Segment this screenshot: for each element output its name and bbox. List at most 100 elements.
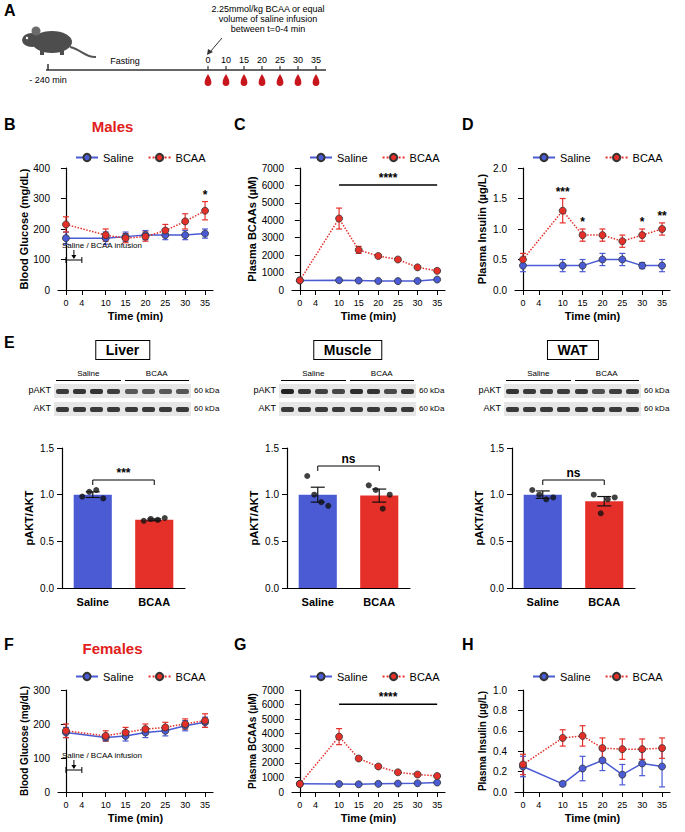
svg-text:0.6: 0.6 (493, 725, 507, 736)
svg-text:Saline: Saline (77, 596, 109, 608)
svg-text:25: 25 (160, 800, 170, 810)
svg-text:30: 30 (180, 800, 190, 810)
svg-text:20: 20 (140, 800, 150, 810)
svg-text:- 240 min: - 240 min (29, 75, 67, 85)
svg-text:3000: 3000 (262, 232, 285, 243)
svg-text:***: *** (556, 185, 570, 199)
svg-text:35: 35 (657, 298, 667, 308)
svg-text:BCAA: BCAA (176, 152, 207, 164)
svg-text:Plasma Insulin (µg/L): Plasma Insulin (µg/L) (476, 174, 488, 285)
svg-text:30: 30 (637, 800, 647, 810)
svg-text:Saline: Saline (337, 671, 368, 683)
svg-text:30: 30 (637, 298, 647, 308)
svg-text:25: 25 (393, 298, 403, 308)
svg-text:10: 10 (558, 800, 568, 810)
svg-text:Saline: Saline (527, 596, 559, 608)
svg-text:BCAA: BCAA (410, 152, 441, 164)
svg-text:2.0: 2.0 (493, 163, 507, 174)
svg-text:***: *** (116, 466, 130, 480)
svg-text:Time (min): Time (min) (565, 812, 621, 824)
svg-text:3000: 3000 (262, 743, 285, 754)
svg-text:25: 25 (275, 55, 285, 65)
svg-text:0: 0 (205, 55, 210, 65)
svg-text:4000: 4000 (262, 215, 285, 226)
svg-text:volume of saline infusion: volume of saline infusion (219, 14, 318, 24)
svg-text:ns: ns (566, 466, 580, 480)
svg-text:Saline: Saline (560, 152, 591, 164)
svg-text:35: 35 (432, 298, 442, 308)
svg-text:0: 0 (44, 285, 50, 296)
svg-text:Saline: Saline (103, 671, 134, 683)
svg-text:10: 10 (101, 298, 111, 308)
svg-text:15: 15 (239, 55, 249, 65)
svg-text:35: 35 (657, 800, 667, 810)
svg-text:6000: 6000 (262, 180, 285, 191)
svg-text:Saline / BCAA infusion: Saline / BCAA infusion (62, 751, 142, 760)
svg-text:15: 15 (578, 800, 588, 810)
svg-text:0.0: 0.0 (265, 583, 279, 594)
svg-text:2.25mmol/kg BCAA or equal: 2.25mmol/kg BCAA or equal (211, 4, 324, 14)
svg-text:BCAA: BCAA (633, 671, 664, 683)
svg-text:25: 25 (617, 800, 627, 810)
svg-text:300: 300 (33, 193, 50, 204)
svg-text:10: 10 (101, 800, 111, 810)
svg-text:10: 10 (334, 800, 344, 810)
svg-text:0: 0 (520, 298, 525, 308)
svg-text:0: 0 (278, 787, 284, 798)
svg-text:BCAA: BCAA (176, 671, 207, 683)
svg-text:15: 15 (578, 298, 588, 308)
svg-text:****: **** (379, 690, 398, 704)
svg-text:1.0: 1.0 (490, 489, 504, 500)
svg-text:1.0: 1.0 (493, 685, 507, 696)
svg-text:Plasma Insulin (µg/L): Plasma Insulin (µg/L) (477, 691, 488, 791)
svg-text:1.5: 1.5 (493, 193, 507, 204)
svg-text:2000: 2000 (262, 250, 285, 261)
svg-text:*: * (640, 215, 645, 229)
svg-text:Saline: Saline (337, 152, 368, 164)
svg-text:pAKT/AKT: pAKT/AKT (473, 490, 485, 545)
svg-text:35: 35 (200, 800, 210, 810)
svg-text:Blood Glucose (mg/dL): Blood Glucose (mg/dL) (19, 686, 30, 796)
svg-text:10: 10 (334, 298, 344, 308)
svg-text:pAKT/AKT: pAKT/AKT (23, 490, 35, 545)
svg-text:*: * (580, 215, 585, 229)
svg-text:400: 400 (33, 163, 50, 174)
svg-text:0: 0 (278, 285, 284, 296)
svg-text:between t=0-4 min: between t=0-4 min (231, 24, 305, 34)
svg-text:30: 30 (413, 298, 423, 308)
svg-text:Saline / BCAA infusion: Saline / BCAA infusion (62, 241, 142, 250)
svg-text:0.0: 0.0 (490, 583, 504, 594)
svg-text:BCAA: BCAA (410, 671, 441, 683)
svg-text:10: 10 (221, 55, 231, 65)
svg-text:4: 4 (313, 298, 318, 308)
svg-text:1.0: 1.0 (265, 489, 279, 500)
svg-text:100: 100 (33, 753, 50, 764)
svg-text:20: 20 (597, 298, 607, 308)
svg-text:15: 15 (121, 800, 131, 810)
svg-text:0.0: 0.0 (40, 583, 54, 594)
svg-text:20: 20 (257, 55, 267, 65)
svg-text:0.0: 0.0 (493, 285, 507, 296)
svg-text:100: 100 (33, 254, 50, 265)
svg-text:Plasma BCAAs (µM): Plasma BCAAs (µM) (247, 693, 258, 789)
svg-text:0.4: 0.4 (493, 746, 507, 757)
svg-text:1.5: 1.5 (490, 443, 504, 454)
svg-text:20: 20 (140, 298, 150, 308)
svg-text:5000: 5000 (262, 197, 285, 208)
svg-text:1.0: 1.0 (493, 224, 507, 235)
svg-text:25: 25 (160, 298, 170, 308)
svg-text:BCAA: BCAA (363, 596, 395, 608)
svg-text:4: 4 (79, 298, 84, 308)
svg-text:0.0: 0.0 (493, 787, 507, 798)
svg-text:BCAA: BCAA (138, 596, 170, 608)
svg-text:200: 200 (33, 224, 50, 235)
svg-text:30: 30 (293, 55, 303, 65)
svg-text:4: 4 (536, 800, 541, 810)
svg-text:1.0: 1.0 (40, 489, 54, 500)
svg-text:20: 20 (597, 800, 607, 810)
svg-text:2000: 2000 (262, 757, 285, 768)
svg-text:Time (min): Time (min) (108, 812, 164, 824)
svg-text:0: 0 (63, 800, 68, 810)
svg-text:10: 10 (558, 298, 568, 308)
svg-text:20: 20 (373, 298, 383, 308)
